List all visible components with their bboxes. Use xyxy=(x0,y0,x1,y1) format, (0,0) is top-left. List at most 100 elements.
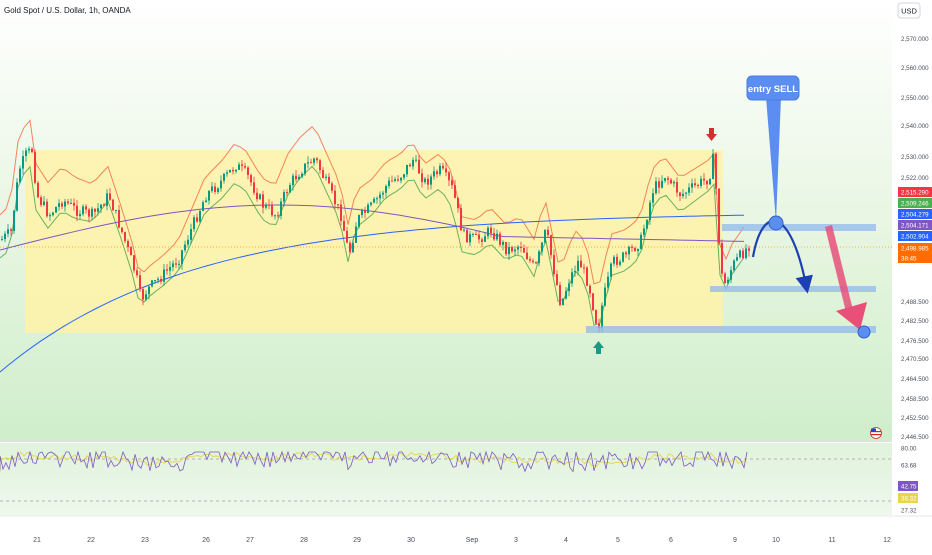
rsi-tick-label: 38.32 xyxy=(901,496,917,503)
price-tick-label: 2,482.500 xyxy=(901,318,929,325)
candle-body xyxy=(607,276,609,288)
candle-body xyxy=(553,255,555,275)
currency-button[interactable]: USD xyxy=(897,2,921,19)
candle-body xyxy=(187,239,189,245)
candle-body xyxy=(337,204,339,206)
price-label-bg xyxy=(898,243,932,253)
candle-body xyxy=(670,179,672,184)
target-arrow xyxy=(825,225,867,330)
candle-body xyxy=(253,182,255,193)
teal-up-arrow-icon xyxy=(593,341,604,354)
candle-body xyxy=(721,243,723,274)
candle-body xyxy=(325,176,327,178)
rsi-tick-label: 63.68 xyxy=(901,463,917,470)
candle-body xyxy=(649,202,651,221)
candle-body xyxy=(247,167,249,176)
candle-body xyxy=(457,197,459,209)
candle-body xyxy=(631,246,633,248)
entry-zone-line[interactable] xyxy=(722,224,876,231)
fast-moving-average-line xyxy=(0,204,745,251)
consolidation-range-box[interactable] xyxy=(25,150,723,333)
candle-body xyxy=(730,270,732,280)
candle-body xyxy=(400,177,402,181)
entry-marker-dot[interactable] xyxy=(768,215,784,231)
candle-body xyxy=(322,170,324,178)
candle-body xyxy=(169,267,171,271)
candle-body xyxy=(148,286,150,295)
candle-body xyxy=(73,202,75,206)
candle-body xyxy=(706,180,708,185)
candle-body xyxy=(133,255,135,271)
candle-body xyxy=(577,260,579,272)
candle-body xyxy=(718,188,720,244)
price-tick-label: 2,458.500 xyxy=(901,396,929,403)
candle-body xyxy=(562,298,564,305)
candle-body xyxy=(271,205,273,216)
price-label-bg xyxy=(898,231,932,241)
candle-body xyxy=(538,251,540,264)
candle-body xyxy=(424,178,426,183)
time-tick-label: 9 xyxy=(733,537,737,544)
target-2-zone-line[interactable] xyxy=(586,326,876,333)
us-flag-icon[interactable] xyxy=(870,427,882,439)
candle-body xyxy=(244,165,246,168)
candle-body xyxy=(637,248,639,251)
candle-body xyxy=(361,209,363,216)
candle-body xyxy=(520,246,522,249)
candle-body xyxy=(556,274,558,286)
candle-body xyxy=(268,204,270,206)
target-1-zone-line[interactable] xyxy=(710,286,876,292)
entry-sell-callout[interactable]: entry SELL xyxy=(746,75,800,222)
candle-body xyxy=(481,239,483,242)
candle-body xyxy=(82,206,84,215)
candle-body xyxy=(739,250,741,258)
target-marker-dot[interactable] xyxy=(857,325,871,339)
candle-body xyxy=(118,209,120,228)
candle-body xyxy=(532,260,534,263)
candle-body xyxy=(52,212,54,216)
candle-body xyxy=(634,247,636,251)
candle-body xyxy=(295,175,297,180)
rsi-line xyxy=(0,450,748,473)
price-label: 2,504.279 xyxy=(901,212,929,219)
candle-body xyxy=(433,171,435,177)
candle-body xyxy=(676,181,678,193)
candle-body xyxy=(646,220,648,229)
candle-body xyxy=(628,246,630,255)
candle-body xyxy=(550,235,552,256)
time-tick-label: 23 xyxy=(141,537,149,544)
candle-body xyxy=(568,283,570,292)
time-tick-label: 4 xyxy=(564,537,568,544)
candle-body xyxy=(733,260,735,271)
time-tick-label: 27 xyxy=(246,537,254,544)
candle-body xyxy=(340,204,342,221)
candle-body xyxy=(394,179,396,181)
candle-body xyxy=(127,241,129,248)
candle-body xyxy=(334,190,336,205)
cloud-bands xyxy=(0,119,745,326)
candle-body xyxy=(88,209,90,217)
candle-body xyxy=(388,180,390,187)
candle-body xyxy=(505,241,507,255)
candle-body xyxy=(673,181,675,184)
candle-body xyxy=(589,285,591,294)
candle-body xyxy=(616,256,618,265)
time-tick-label: 29 xyxy=(353,537,361,544)
candle-body xyxy=(160,278,162,282)
candle-body xyxy=(103,204,105,207)
candle-body xyxy=(454,185,456,198)
price-tick-label: 2,452.500 xyxy=(901,415,929,422)
candle-body xyxy=(643,228,645,235)
candle-body xyxy=(64,201,66,207)
candle-body xyxy=(430,176,432,185)
candle-body xyxy=(727,279,729,284)
candle-body xyxy=(91,208,93,217)
candle-body xyxy=(4,233,6,240)
candle-body xyxy=(172,263,174,268)
candle-body xyxy=(622,252,624,262)
time-tick-label: 10 xyxy=(772,537,780,544)
candle-body xyxy=(46,201,48,217)
candle-body xyxy=(202,202,204,211)
upper-band-line xyxy=(0,119,745,285)
